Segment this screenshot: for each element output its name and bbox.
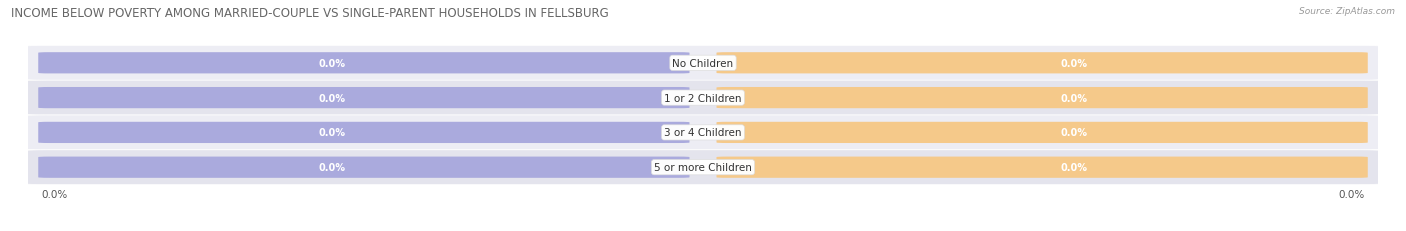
Text: 0.0%: 0.0% [1060,128,1088,138]
FancyBboxPatch shape [21,116,1385,150]
Text: 0.0%: 0.0% [1060,162,1088,173]
Text: No Children: No Children [672,58,734,69]
Text: 3 or 4 Children: 3 or 4 Children [664,128,742,138]
FancyBboxPatch shape [21,81,1385,116]
FancyBboxPatch shape [38,88,689,109]
Text: 0.0%: 0.0% [1339,189,1364,199]
FancyBboxPatch shape [717,53,1368,74]
Text: 5 or more Children: 5 or more Children [654,162,752,173]
Text: 0.0%: 0.0% [42,189,67,199]
FancyBboxPatch shape [717,88,1368,109]
Text: Source: ZipAtlas.com: Source: ZipAtlas.com [1299,7,1395,16]
Text: 0.0%: 0.0% [318,93,346,103]
FancyBboxPatch shape [38,122,689,143]
Text: 0.0%: 0.0% [1060,58,1088,69]
FancyBboxPatch shape [717,157,1368,178]
FancyBboxPatch shape [38,157,689,178]
Text: 0.0%: 0.0% [1060,93,1088,103]
FancyBboxPatch shape [21,46,1385,81]
Text: 0.0%: 0.0% [318,58,346,69]
Text: 1 or 2 Children: 1 or 2 Children [664,93,742,103]
FancyBboxPatch shape [38,53,689,74]
Text: 0.0%: 0.0% [318,162,346,173]
Text: INCOME BELOW POVERTY AMONG MARRIED-COUPLE VS SINGLE-PARENT HOUSEHOLDS IN FELLSBU: INCOME BELOW POVERTY AMONG MARRIED-COUPL… [11,7,609,20]
FancyBboxPatch shape [717,122,1368,143]
FancyBboxPatch shape [21,150,1385,185]
Text: 0.0%: 0.0% [318,128,346,138]
